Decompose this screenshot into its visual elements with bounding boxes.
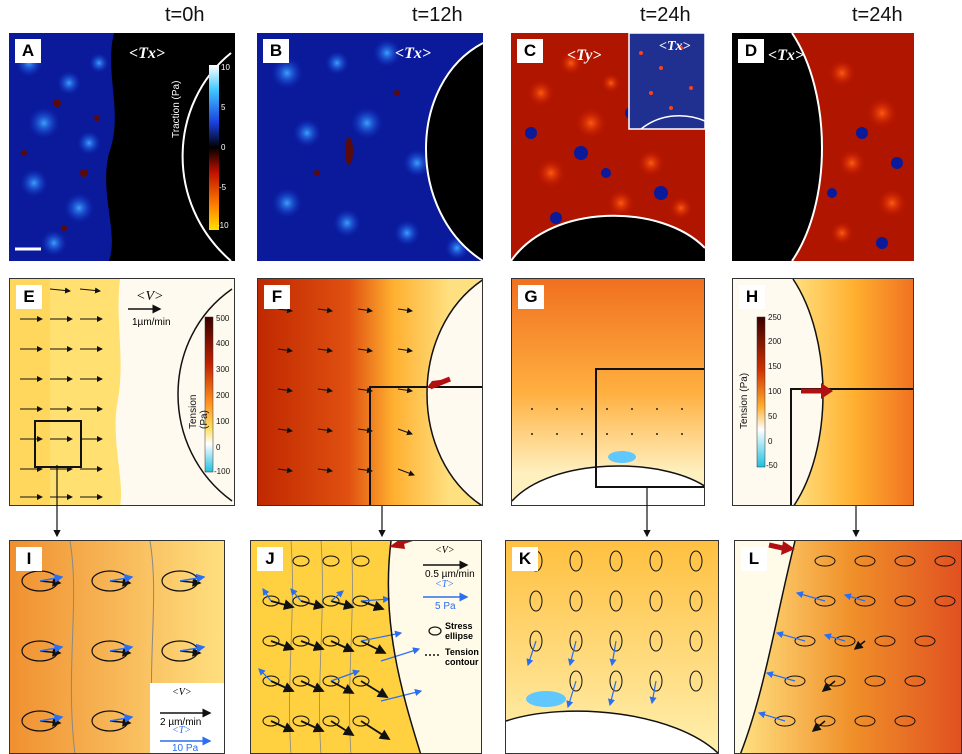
panel-a-graphic (9, 33, 232, 261)
panel-letter-g: G (518, 285, 544, 309)
panel-k-zoom: K (505, 540, 719, 754)
panel-letter-e: E (16, 285, 42, 309)
panel-d-traction-map: D <Tx> (732, 33, 914, 261)
tension-colorbar-title-h: Tension (Pa) (739, 372, 750, 429)
panel-a-traction-map: A <Tx> Traction (Pa) 10 5 0 -5 -10 (9, 33, 235, 261)
legend-i-v-scale: 2 µm/min (160, 717, 202, 728)
tension-h-tick-5: 0 (768, 437, 773, 446)
legend-i-t-scale: 10 Pa (172, 743, 199, 754)
traction-tick-0: 10 (221, 63, 230, 72)
panel-c-traction-map: C <Ty> <Tx> (511, 33, 705, 261)
tension-h-tick-1: 200 (768, 337, 782, 346)
tension-h-tick-2: 150 (768, 362, 782, 371)
panel-l-graphic (735, 541, 961, 753)
time-label-c: t=24h (640, 4, 691, 26)
tension-e-tick-5: 0 (216, 443, 221, 452)
panel-letter-h: H (739, 285, 765, 309)
panel-letter-b: B (263, 39, 289, 63)
traction-tick-3: -5 (219, 183, 227, 192)
legend-j-ellipse-label: Stress ellipse (445, 621, 474, 641)
tx-label-a: <Tx> (129, 45, 166, 62)
legend-j-t-scale: 5 Pa (435, 601, 456, 612)
legend-i-t-symbol: <T> (172, 725, 192, 736)
panel-e-graphic (10, 279, 233, 505)
tx-label-b: <Tx> (395, 45, 432, 62)
legend-j-t-symbol: <T> (435, 579, 455, 590)
panel-l-zoom: L (734, 540, 962, 754)
traction-tick-4: -10 (217, 221, 229, 230)
legend-j-contour-label: Tension contour (445, 647, 479, 667)
panel-i-zoom: I <V> 2 µm/min <T> 10 Pa (9, 540, 225, 754)
panel-j-zoom: J <V> 0.5 µm/min <T> 5 Pa Stress ellipse… (250, 540, 482, 754)
tension-h-tick-6: -50 (766, 461, 778, 470)
tension-e-tick-4: 100 (216, 417, 230, 426)
time-label-a: t=0h (165, 4, 205, 26)
tension-e-tick-1: 400 (216, 339, 230, 348)
panel-letter-l: L (741, 547, 767, 571)
panel-f-graphic (258, 279, 482, 505)
panel-k-graphic (506, 541, 718, 753)
panel-h-graphic (756, 279, 913, 505)
tx-label-c-inset: <Tx> (659, 39, 691, 54)
panel-letter-k: K (512, 547, 538, 571)
panel-h-tension-map: H Tension (Pa) 250 200 150 100 50 0 -50 (732, 278, 914, 506)
tension-h-tick-0: 250 (768, 313, 782, 322)
tension-e-tick-3: 200 (216, 391, 230, 400)
time-label-d: t=24h (852, 4, 903, 26)
panel-j-graphic (251, 541, 481, 753)
panel-d-graphic (732, 33, 907, 261)
ty-label-c: <Ty> (567, 47, 602, 64)
panel-letter-a: A (15, 39, 41, 63)
tension-e-tick-6: -100 (214, 467, 231, 476)
legend-i-v-symbol: <V> (172, 687, 192, 698)
tension-h-tick-4: 50 (768, 412, 777, 421)
traction-tick-2: 0 (221, 143, 226, 152)
panel-b-graphic (271, 39, 483, 261)
panel-letter-f: F (264, 285, 290, 309)
panel-g-tension-map: G (511, 278, 705, 506)
panel-e-tension-map: E <V> 1µm/min Tension (Pa) 500 400 300 2… (9, 278, 235, 506)
legend-j-v-symbol: <V> (435, 545, 455, 556)
panel-letter-j: J (257, 547, 283, 571)
traction-tick-1: 5 (221, 103, 226, 112)
panel-f-tension-map: F (257, 278, 483, 506)
traction-colorbar-title: Traction (Pa) (171, 80, 182, 138)
panel-b-traction-map: B <Tx> (257, 33, 483, 261)
velocity-scale-e: 1µm/min (132, 317, 171, 328)
tension-e-tick-2: 300 (216, 365, 230, 374)
tx-label-d: <Tx> (768, 47, 805, 64)
tension-e-tick-0: 500 (216, 314, 230, 323)
panel-letter-c: C (517, 39, 543, 63)
panel-letter-d: D (738, 39, 764, 63)
legend-j-v-scale: 0.5 µm/min (425, 569, 475, 580)
time-label-b: t=12h (412, 4, 463, 26)
tension-h-tick-3: 100 (768, 387, 782, 396)
panel-letter-i: I (16, 547, 42, 571)
velocity-symbol-e: <V> (136, 289, 164, 304)
panel-i-graphic (10, 541, 224, 753)
panel-c-graphic (511, 33, 705, 261)
panel-g-graphic (512, 279, 704, 505)
tension-colorbar-title-e: Tension (Pa) (188, 394, 210, 429)
